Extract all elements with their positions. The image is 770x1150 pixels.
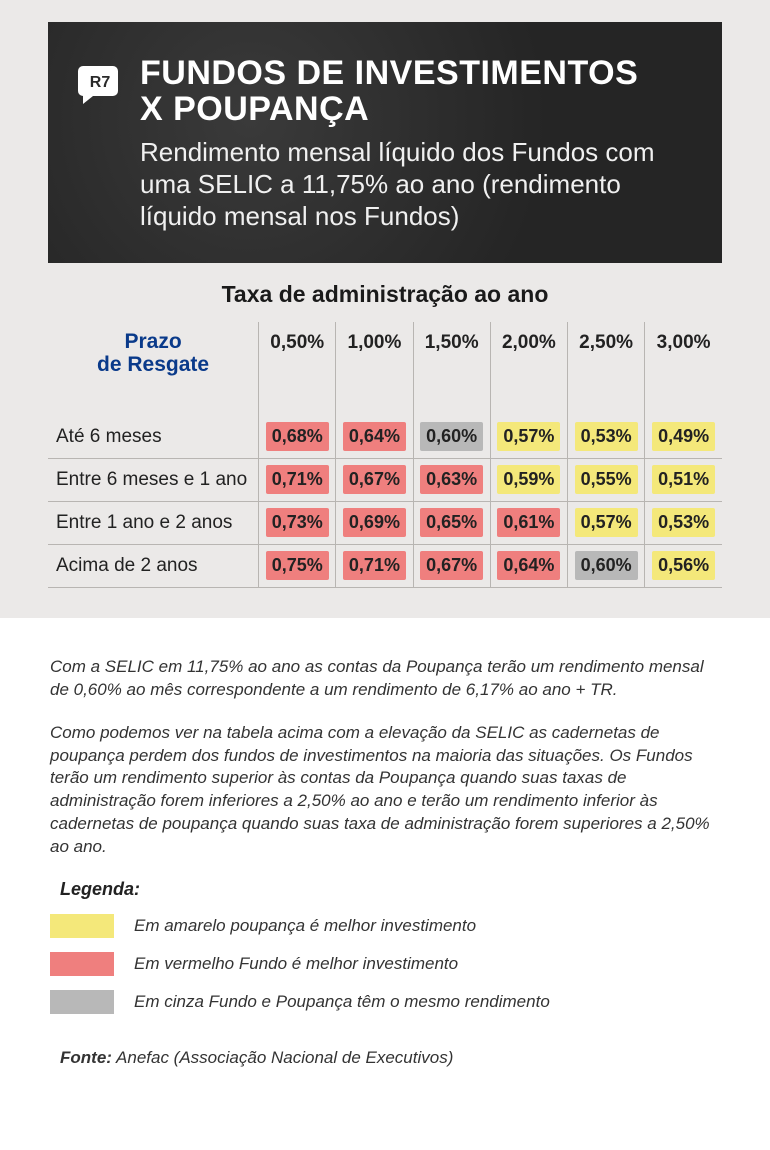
column-header: 2,00% [490, 322, 567, 416]
value-pill: 0,67% [420, 551, 483, 580]
value-pill: 0,60% [575, 551, 638, 580]
value-pill: 0,53% [652, 508, 715, 537]
header-box: R7 FUNDOS DE INVESTIMENTOS X POUPANÇA Re… [48, 22, 722, 263]
column-header: 1,50% [413, 322, 490, 416]
source-text: Anefac (Associação Nacional de Executivo… [116, 1048, 453, 1067]
value-pill: 0,53% [575, 422, 638, 451]
table-cell: 0,57% [568, 501, 645, 544]
legend-text: Em vermelho Fundo é melhor investimento [134, 954, 458, 974]
table-cell: 0,57% [490, 416, 567, 459]
table-cell: 0,75% [259, 544, 336, 587]
table-cell: 0,60% [568, 544, 645, 587]
table-row: Entre 1 ano e 2 anos0,73% 0,69% 0,65% 0,61%… [48, 501, 722, 544]
table-cell: 0,61% [490, 501, 567, 544]
table-area: Taxa de administração ao ano Prazo de Re… [48, 263, 722, 588]
column-header: 3,00% [645, 322, 722, 416]
source-line: Fonte: Anefac (Associação Nacional de Ex… [60, 1048, 720, 1068]
column-header: 1,00% [336, 322, 413, 416]
table-row: Acima de 2 anos0,75% 0,71% 0,67% 0,64% 0,60%… [48, 544, 722, 587]
table-cell: 0,67% [336, 458, 413, 501]
table-cell: 0,51% [645, 458, 722, 501]
table-row: Entre 6 meses e 1 ano0,71% 0,67% 0,63% 0,59… [48, 458, 722, 501]
legend-item: Em amarelo poupança é melhor investiment… [50, 914, 720, 938]
legend-text: Em amarelo poupança é melhor investiment… [134, 916, 476, 936]
svg-text:R7: R7 [90, 74, 111, 91]
row-label: Entre 1 ano e 2 anos [48, 501, 259, 544]
table-cell: 0,71% [336, 544, 413, 587]
row-label: Acima de 2 anos [48, 544, 259, 587]
table-cell: 0,65% [413, 501, 490, 544]
row-header-title: Prazo de Resgate [48, 322, 259, 416]
source-label: Fonte: [60, 1048, 112, 1067]
value-pill: 0,49% [652, 422, 715, 451]
legend-text: Em cinza Fundo e Poupança têm o mesmo re… [134, 992, 550, 1012]
table-header-row: Prazo de Resgate 0,50%1,00%1,50%2,00%2,5… [48, 322, 722, 416]
r7-logo-icon: R7 [78, 62, 122, 106]
value-pill: 0,65% [420, 508, 483, 537]
value-pill: 0,55% [575, 465, 638, 494]
value-pill: 0,75% [266, 551, 329, 580]
table-cell: 0,56% [645, 544, 722, 587]
value-pill: 0,61% [497, 508, 560, 537]
header-row: R7 FUNDOS DE INVESTIMENTOS X POUPANÇA Re… [78, 56, 692, 233]
table-cell: 0,68% [259, 416, 336, 459]
value-pill: 0,69% [343, 508, 406, 537]
table-cell: 0,64% [336, 416, 413, 459]
value-pill: 0,68% [266, 422, 329, 451]
legend-swatch [50, 914, 114, 938]
table-cell: 0,49% [645, 416, 722, 459]
column-header: 2,50% [568, 322, 645, 416]
table-cell: 0,69% [336, 501, 413, 544]
note-paragraph: Como podemos ver na tabela acima com a e… [50, 722, 720, 860]
legend-swatch [50, 952, 114, 976]
value-pill: 0,71% [343, 551, 406, 580]
legend-swatch [50, 990, 114, 1014]
value-pill: 0,57% [575, 508, 638, 537]
bottom-section: Com a SELIC em 11,75% ao ano as contas d… [0, 618, 770, 1099]
table-cell: 0,53% [568, 416, 645, 459]
legend-list: Em amarelo poupança é melhor investiment… [50, 914, 720, 1014]
comparison-table: Prazo de Resgate 0,50%1,00%1,50%2,00%2,5… [48, 322, 722, 588]
value-pill: 0,56% [652, 551, 715, 580]
value-pill: 0,59% [497, 465, 560, 494]
title-line: X POUPANÇA [140, 90, 369, 128]
value-pill: 0,51% [652, 465, 715, 494]
table-cell: 0,60% [413, 416, 490, 459]
value-pill: 0,60% [420, 422, 483, 451]
column-header: 0,50% [259, 322, 336, 416]
table-cell: 0,59% [490, 458, 567, 501]
row-label: Entre 6 meses e 1 ano [48, 458, 259, 501]
table-row: Até 6 meses0,68% 0,64% 0,60% 0,57% 0,53% 0,49… [48, 416, 722, 459]
table-cell: 0,63% [413, 458, 490, 501]
table-cell: 0,71% [259, 458, 336, 501]
page-subtitle: Rendimento mensal líquido dos Fundos com… [140, 137, 692, 232]
table-cell: 0,64% [490, 544, 567, 587]
table-cell: 0,55% [568, 458, 645, 501]
value-pill: 0,73% [266, 508, 329, 537]
value-pill: 0,63% [420, 465, 483, 494]
note-paragraph: Com a SELIC em 11,75% ao ano as contas d… [50, 656, 720, 702]
legend-item: Em cinza Fundo e Poupança têm o mesmo re… [50, 990, 720, 1014]
legend-item: Em vermelho Fundo é melhor investimento [50, 952, 720, 976]
table-cell: 0,67% [413, 544, 490, 587]
value-pill: 0,64% [343, 422, 406, 451]
legend-title: Legenda: [60, 879, 720, 900]
title-line: FUNDOS DE INVESTIMENTOS [140, 54, 638, 92]
table-caption: Taxa de administração ao ano [48, 281, 722, 308]
top-section: R7 FUNDOS DE INVESTIMENTOS X POUPANÇA Re… [0, 0, 770, 618]
row-label: Até 6 meses [48, 416, 259, 459]
value-pill: 0,64% [497, 551, 560, 580]
table-body: Até 6 meses0,68% 0,64% 0,60% 0,57% 0,53% 0,49… [48, 416, 722, 588]
value-pill: 0,67% [343, 465, 406, 494]
table-cell: 0,73% [259, 501, 336, 544]
value-pill: 0,71% [266, 465, 329, 494]
page-title: FUNDOS DE INVESTIMENTOS X POUPANÇA [140, 56, 692, 127]
table-cell: 0,53% [645, 501, 722, 544]
value-pill: 0,57% [497, 422, 560, 451]
header-text: FUNDOS DE INVESTIMENTOS X POUPANÇA Rendi… [140, 56, 692, 233]
